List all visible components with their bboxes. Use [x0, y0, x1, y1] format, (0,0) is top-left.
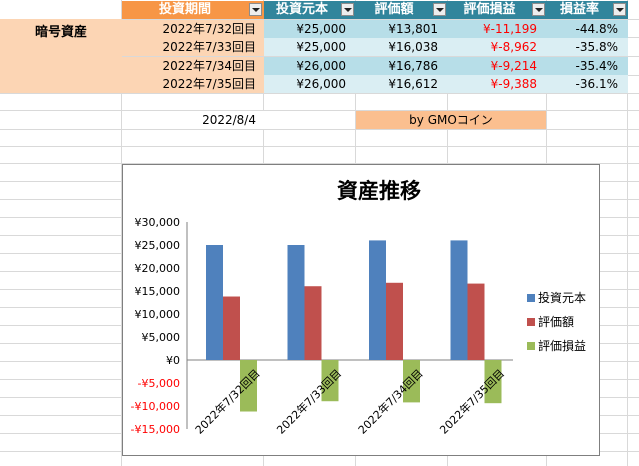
gridline	[0, 146, 639, 147]
legend-swatch	[527, 318, 535, 326]
bar-3	[321, 360, 339, 402]
y-tick-label: ¥0	[166, 354, 180, 367]
cell-pnl[interactable]: ¥-9,388	[448, 75, 547, 93]
bar-1	[369, 240, 386, 360]
row-label-cell[interactable]	[0, 19, 122, 93]
y-tick-label: -¥10,000	[131, 400, 180, 413]
header-label: 評価額	[374, 2, 414, 17]
y-tick-label: ¥5,000	[142, 331, 181, 344]
gridline	[0, 93, 639, 94]
gridline	[0, 110, 639, 111]
filter-dropdown-icon[interactable]	[341, 3, 354, 16]
gridline	[0, 56, 639, 57]
y-tick-label: ¥15,000	[135, 285, 181, 298]
filter-dropdown-icon[interactable]	[532, 3, 545, 16]
header-label: 投資元本	[275, 2, 328, 17]
bar-3	[403, 360, 420, 403]
y-tick-label: ¥20,000	[135, 262, 181, 275]
header-rate[interactable]: 損益率	[547, 1, 628, 19]
bar-2	[386, 282, 403, 360]
header-principal[interactable]: 投資元本	[264, 1, 356, 19]
y-tick-label: -¥15,000	[131, 423, 180, 436]
cell-principal[interactable]: ¥25,000	[264, 38, 356, 56]
chart-title: 資産推移	[337, 179, 421, 203]
credit-cell[interactable]: by GMOコイン	[356, 111, 546, 129]
bar-2	[223, 296, 240, 360]
header-label: 評価損益	[463, 2, 516, 17]
cell-period[interactable]: 2022年7/34回目	[122, 57, 264, 75]
bar-2	[467, 283, 485, 360]
cell-rate[interactable]: -35.8%	[547, 38, 628, 56]
bar-2	[304, 286, 322, 360]
bar-1	[206, 245, 223, 360]
legend-label: 評価額	[538, 314, 574, 329]
y-tick-label: ¥10,000	[135, 308, 181, 321]
gridline	[0, 19, 639, 20]
header-valuation[interactable]: 評価額	[356, 1, 448, 19]
cell-period[interactable]: 2022年7/35回目	[122, 75, 264, 93]
filter-dropdown-icon[interactable]	[613, 3, 626, 16]
chart-canvas: 資産推移 ¥30,000 ¥25,000 ¥20,000 ¥15,000 ¥10,000 ¥…	[131, 179, 586, 437]
bar-1	[287, 245, 305, 360]
x-tick-label: 2022年7/33回目	[274, 366, 345, 437]
cell-rate[interactable]: -44.8%	[547, 20, 628, 38]
bar-3	[240, 360, 257, 412]
cell-period[interactable]: 2022年7/32回目	[122, 20, 264, 38]
bar-3	[484, 360, 502, 404]
cell-principal[interactable]: ¥26,000	[264, 57, 356, 75]
cell-valuation[interactable]: ¥16,038	[356, 38, 448, 56]
filter-dropdown-icon[interactable]	[249, 3, 262, 16]
cell-pnl[interactable]: ¥-9,214	[448, 57, 547, 75]
cell-valuation[interactable]: ¥13,801	[356, 20, 448, 38]
header-label: 損益率	[559, 2, 599, 17]
gridline	[121, 0, 122, 466]
gridline	[627, 0, 628, 466]
cell-pnl[interactable]: ¥-11,199	[448, 20, 547, 38]
header-pnl[interactable]: 評価損益	[448, 1, 547, 19]
gridline	[0, 163, 639, 164]
header-label: 投資期間	[158, 2, 211, 17]
legend-swatch	[527, 342, 535, 350]
y-tick-label: ¥25,000	[135, 239, 181, 252]
cell-period[interactable]: 2022年7/33回目	[122, 38, 264, 56]
y-tick-label: ¥30,000	[135, 216, 181, 229]
legend-label: 評価損益	[538, 338, 586, 353]
date-cell[interactable]: 2022/8/4	[122, 111, 264, 129]
bar-1	[450, 240, 468, 360]
cell-valuation[interactable]: ¥16,786	[356, 57, 448, 75]
legend-swatch	[527, 294, 535, 302]
gridline	[0, 129, 639, 130]
header-period[interactable]: 投資期間	[122, 1, 264, 19]
cell-rate[interactable]: -36.1%	[547, 75, 628, 93]
cell-rate[interactable]: -35.4%	[547, 57, 628, 75]
filter-dropdown-icon[interactable]	[433, 3, 446, 16]
row-label: 暗号資産	[34, 25, 87, 40]
cell-principal[interactable]: ¥25,000	[264, 20, 356, 38]
legend-label: 投資元本	[538, 290, 586, 305]
cell-valuation[interactable]: ¥16,612	[356, 75, 448, 93]
asset-chart[interactable]: 資産推移 ¥30,000 ¥25,000 ¥20,000 ¥15,000 ¥10,000 ¥…	[122, 164, 600, 456]
cell-principal[interactable]: ¥26,000	[264, 75, 356, 93]
y-tick-label: -¥5,000	[138, 377, 180, 390]
cell-pnl[interactable]: ¥-8,962	[448, 38, 547, 56]
